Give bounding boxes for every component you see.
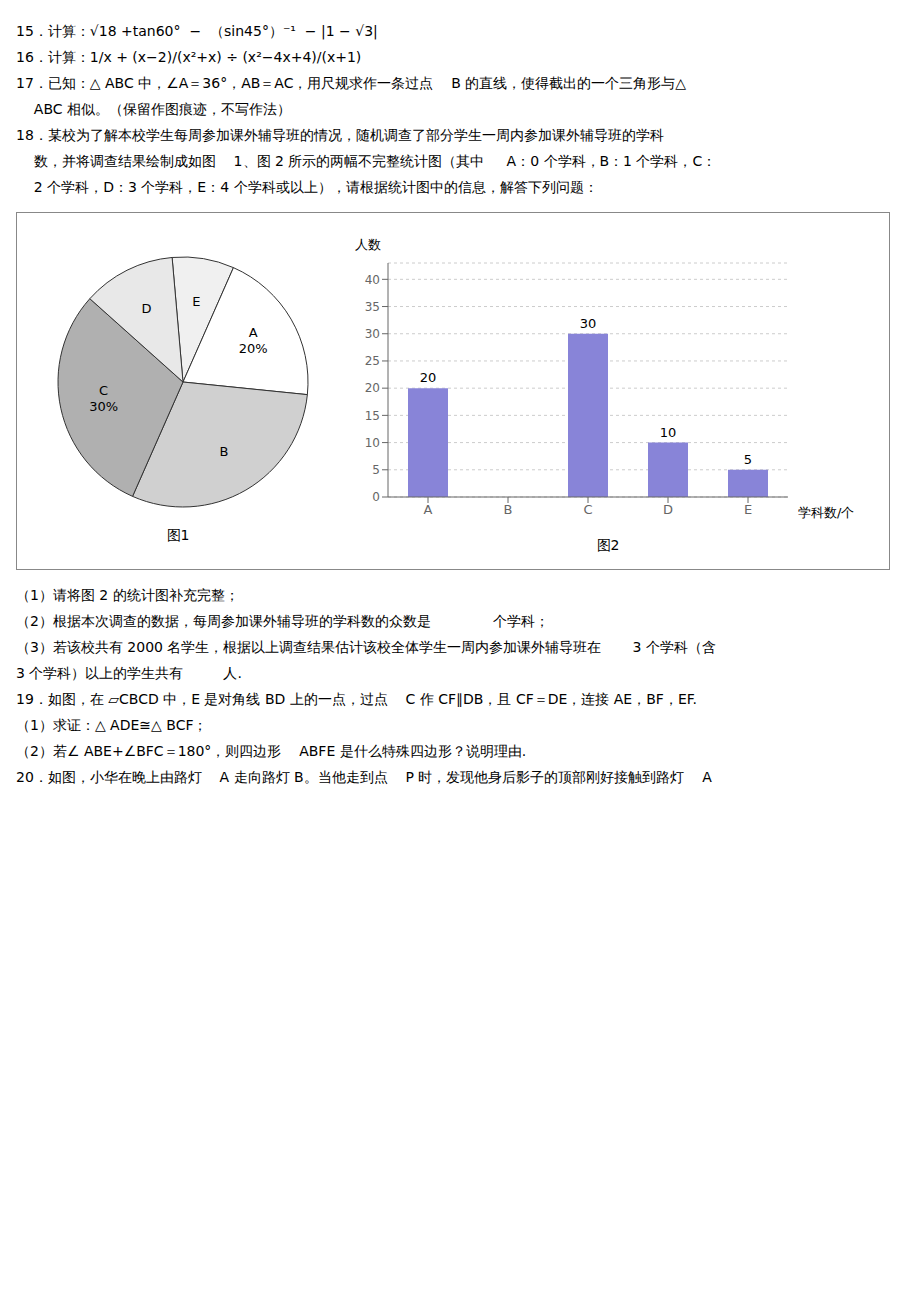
- html-text:（1）请将图 2 的统计图补充完整；: （1）请将图 2 的统计图补充完整；: [16, 587, 239, 603]
- html-text:15．计算：√18 +tan60° − （sin45°）⁻¹: 15．计算：√18 +tan60° − （sin45°）⁻¹ − |1 − √3…: [16, 23, 378, 39]
- svg-text:20: 20: [420, 370, 437, 385]
- html-text:（3）若该校共有 2000 名学生，根据以上调查结果估计该校: （3）若该校共有 2000 名学生，根据以上调查结果估计该校全体学生一周内参加课…: [16, 639, 716, 655]
- svg-text:A: A: [424, 502, 433, 517]
- svg-text:C30%: C30%: [89, 383, 118, 414]
- html-text:19．如图，在 ▱CBCD 中，E 是对角线 BD 上的一点: 19．如图，在 ▱CBCD 中，E 是对角线 BD 上的一点，过点 C 作 CF…: [16, 691, 697, 707]
- html-text:17．已知：△ ABC 中，∠A＝36°，AB＝AC，用尺规: 17．已知：△ ABC 中，∠A＝36°，AB＝AC，用尺规求作一条过点 B 的…: [16, 75, 686, 91]
- html-text:ABC 相似。（保留作图痕迹，不写作法）: ABC 相似。（保留作图痕迹，不写作法）: [16, 101, 291, 117]
- svg-text:5: 5: [372, 463, 380, 477]
- svg-text:A20%: A20%: [239, 325, 268, 356]
- svg-text:B: B: [504, 502, 513, 517]
- svg-text:10: 10: [660, 425, 677, 440]
- svg-text:0: 0: [372, 490, 380, 504]
- svg-text:E: E: [744, 502, 752, 517]
- svg-text:15: 15: [365, 409, 380, 423]
- html-text:图1: 图1: [166, 527, 190, 543]
- svg-text:35: 35: [365, 300, 380, 314]
- svg-text:D: D: [663, 502, 673, 517]
- html-text:3 个学科）以上的学生共有 人.: 3 个学科）以上的学生共有 人.: [16, 665, 242, 681]
- svg-text:E: E: [192, 294, 200, 309]
- svg-text:B: B: [219, 444, 228, 459]
- svg-text:25: 25: [365, 354, 380, 368]
- svg-text:人数: 人数: [355, 237, 381, 252]
- html-text:2 个学科，D：3 个学科，E：4 个学科或以上），请根据统: 2 个学科，D：3 个学科，E：4 个学科或以上），请根据统计图中的信息，解答下…: [16, 179, 598, 195]
- html-text:（2）若∠ ABE+∠BFC＝180°，则四边形 ABFE: （2）若∠ ABE+∠BFC＝180°，则四边形 ABFE 是什么特殊四边形？说…: [16, 743, 527, 759]
- html-text:（2）根据本次调查的数据，每周参加课外辅导班的学科数的众数是: （2）根据本次调查的数据，每周参加课外辅导班的学科数的众数是 个学科；: [16, 613, 550, 629]
- html-text:数，并将调查结果绘制成如图 1、图 2 所示的两幅不完整统计: 数，并将调查结果绘制成如图 1、图 2 所示的两幅不完整统计图（其中 A：0 个…: [16, 153, 717, 169]
- svg-text:学科数/个: 学科数/个: [798, 505, 854, 520]
- html-text:16．计算：1/x + (x−2)/(x²+x) ÷ (x²: 16．计算：1/x + (x−2)/(x²+x) ÷ (x²−4x+4)/(x+…: [16, 49, 362, 65]
- html-text:20．如图，小华在晚上由路灯 A 走向路灯 B。当他走到点: 20．如图，小华在晚上由路灯 A 走向路灯 B。当他走到点 P 时，发现他身后影…: [16, 769, 712, 785]
- svg-text:D: D: [142, 301, 152, 316]
- svg-text:5: 5: [744, 452, 752, 467]
- html-text:（1）求证：△ ADE≅△ BCF；: （1）求证：△ ADE≅△ BCF；: [16, 717, 208, 733]
- svg-text:10: 10: [365, 436, 380, 450]
- html-text:18．某校为了解本校学生每周参加课外辅导班的情况，随机调查了: 18．某校为了解本校学生每周参加课外辅导班的情况，随机调查了部分学生一周内参加课…: [16, 127, 664, 143]
- svg-text:30: 30: [365, 327, 380, 341]
- svg-text:40: 40: [365, 273, 380, 287]
- svg-text:30: 30: [580, 316, 597, 331]
- svg-text:20: 20: [365, 381, 380, 395]
- html-text:图2: 图2: [596, 537, 620, 553]
- svg-text:C: C: [583, 502, 592, 517]
